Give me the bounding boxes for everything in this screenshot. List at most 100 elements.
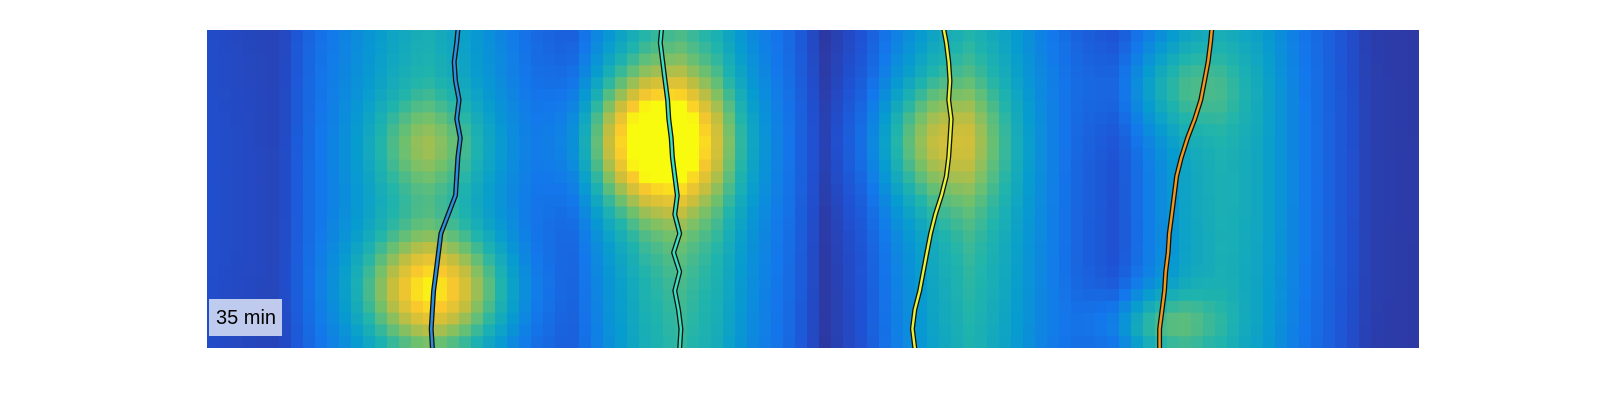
heatmap-cell (1179, 88, 1192, 102)
heatmap-cell (1203, 277, 1216, 290)
heatmap-cell (411, 253, 424, 267)
heatmap-cell (783, 112, 796, 125)
heatmap-cell (771, 242, 784, 255)
heatmap-cell (915, 77, 928, 90)
heatmap-cell (1251, 136, 1264, 149)
heatmap-cell (1155, 171, 1168, 184)
heatmap-cell (651, 124, 664, 137)
heatmap-cell (363, 242, 376, 255)
heatmap-cell (1023, 194, 1036, 208)
heatmap-cell (1023, 336, 1036, 348)
heatmap-cell (975, 194, 988, 208)
heatmap-cell (291, 289, 304, 302)
heatmap-cell (1371, 194, 1384, 208)
heatmap-cell (387, 242, 400, 255)
heatmap-cell (591, 183, 604, 196)
heatmap-cell (855, 124, 868, 137)
heatmap-cell (1143, 206, 1156, 220)
heatmap-cell (1263, 77, 1276, 90)
heatmap-cell (723, 324, 736, 337)
heatmap-cell (1251, 41, 1264, 55)
heatmap-cell (1023, 136, 1036, 149)
heatmap-cell (1203, 336, 1216, 348)
heatmap-cell (999, 206, 1012, 220)
heatmap-cell (831, 136, 844, 149)
heatmap-cell (1191, 230, 1204, 243)
heatmap-cell (327, 159, 340, 172)
heatmap-cell (747, 324, 760, 337)
heatmap-cell (1143, 136, 1156, 149)
heatmap-cell (879, 65, 892, 78)
heatmap-cell (1179, 253, 1192, 267)
heatmap-cell (1179, 218, 1192, 231)
heatmap-cell (495, 300, 508, 314)
heatmap-cell (231, 136, 244, 149)
heatmap-cell (1215, 312, 1228, 326)
heatmap-cell (1011, 300, 1024, 314)
heatmap-cell (555, 253, 568, 267)
heatmap-cell (531, 30, 544, 43)
heatmap-cell (555, 41, 568, 55)
heatmap-cell (375, 242, 388, 255)
heatmap-cell (243, 265, 256, 278)
heatmap-cell (519, 324, 532, 337)
heatmap-cell (1167, 41, 1180, 55)
heatmap-cell (711, 147, 724, 161)
heatmap-cell (555, 289, 568, 302)
heatmap-cell (843, 218, 856, 231)
heatmap-cell (807, 171, 820, 184)
heatmap-cell (675, 124, 688, 137)
heatmap-cell (507, 100, 520, 114)
heatmap-cell (1023, 277, 1036, 290)
heatmap-cell (915, 183, 928, 196)
heatmap-cell (903, 53, 916, 66)
heatmap-cell (519, 277, 532, 290)
heatmap-cell (747, 242, 760, 255)
heatmap-cell (855, 230, 868, 243)
heatmap-cell (855, 30, 868, 43)
heatmap-cell (327, 77, 340, 90)
heatmap-cell (591, 41, 604, 55)
heatmap-cell (555, 324, 568, 337)
heatmap-cell (1383, 218, 1396, 231)
heatmap-cell (819, 171, 832, 184)
heatmap-cell (279, 242, 292, 255)
heatmap-cell (555, 300, 568, 314)
heatmap-cell (879, 289, 892, 302)
heatmap-cell (303, 336, 316, 348)
heatmap-cell (687, 206, 700, 220)
heatmap-cell (1311, 171, 1324, 184)
heatmap-cell (1167, 112, 1180, 125)
heatmap-cell (1107, 53, 1120, 66)
heatmap-cell (1023, 312, 1036, 326)
heatmap-cell (1371, 206, 1384, 220)
heatmap-cell (303, 242, 316, 255)
heatmap-cell (615, 41, 628, 55)
heatmap-cell (711, 136, 724, 149)
heatmap-cell (615, 53, 628, 66)
heatmap-cell (1143, 77, 1156, 90)
heatmap-cell (639, 218, 652, 231)
heatmap-cell (1239, 53, 1252, 66)
heatmap-cell (267, 77, 280, 90)
heatmap-cell (675, 77, 688, 90)
heatmap-cell (627, 136, 640, 149)
heatmap-cell (579, 41, 592, 55)
heatmap-cell (903, 336, 916, 348)
heatmap-cell (1371, 312, 1384, 326)
heatmap-cell (603, 147, 616, 161)
heatmap-cell (1143, 124, 1156, 137)
heatmap-cell (1299, 218, 1312, 231)
heatmap-cell (963, 183, 976, 196)
heatmap-cell (1227, 30, 1240, 43)
heatmap-cell (579, 171, 592, 184)
heatmap-cell (1287, 112, 1300, 125)
heatmap-cell (1407, 88, 1419, 102)
heatmap-cell (867, 206, 880, 220)
heatmap-cell (519, 218, 532, 231)
heatmap-cell (1311, 147, 1324, 161)
heatmap-cell (687, 65, 700, 78)
heatmap-cell (879, 30, 892, 43)
heatmap-cell (303, 324, 316, 337)
heatmap-cell (711, 30, 724, 43)
